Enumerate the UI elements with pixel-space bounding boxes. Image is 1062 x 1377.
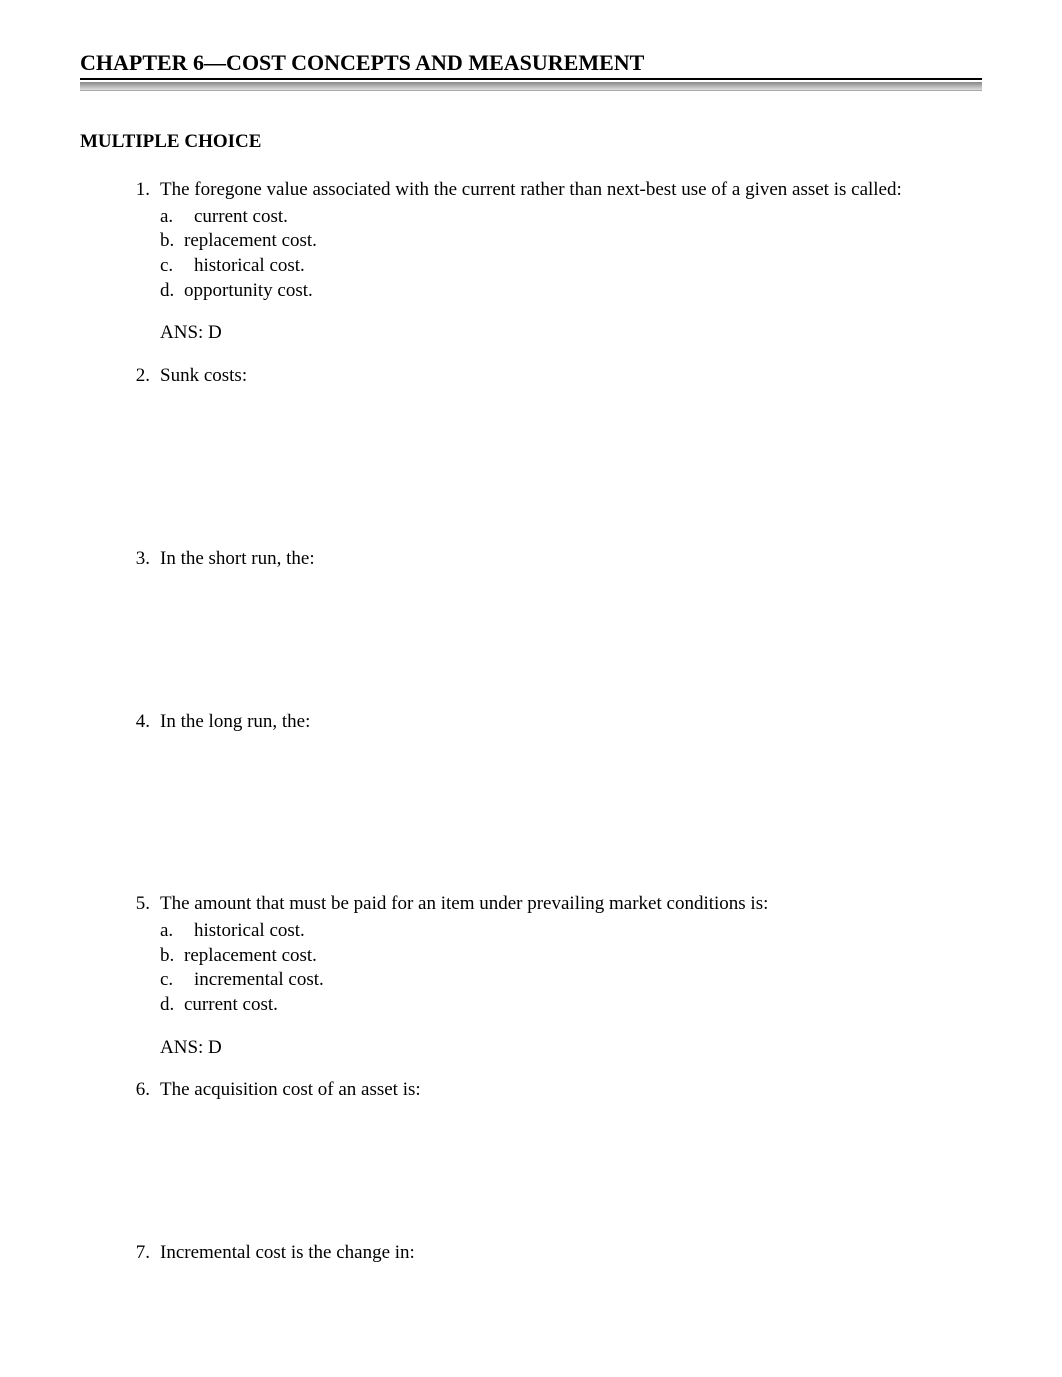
option-row: a. current cost. [160,205,982,230]
option-text: current cost. [184,205,288,230]
question-number: 2. [120,364,160,389]
chapter-title-underline [80,82,982,91]
question-block: 6. The acquisition cost of an asset is: [120,1078,982,1223]
option-row: c. incremental cost. [160,968,982,993]
option-text: historical cost. [184,254,305,279]
option-text: replacement cost. [184,944,317,969]
question-block: 5. The amount that must be paid for an i… [120,892,982,1060]
question-text: The acquisition cost of an asset is: [160,1078,982,1103]
question-text: The foregone value associated with the c… [160,178,982,203]
question-block: 3. In the short run, the: [120,547,982,692]
question-row: 3. In the short run, the: [120,547,982,572]
question-block: 2. Sunk costs: [120,364,982,529]
question-text: Sunk costs: [160,364,982,389]
option-text: historical cost. [184,919,305,944]
option-row: c. historical cost. [160,254,982,279]
options-list: a. historical cost. b. replacement cost.… [120,919,982,1018]
option-letter: b. [160,944,184,969]
questions-container: 1. The foregone value associated with th… [80,178,982,1266]
option-letter: c. [160,254,184,279]
question-text: The amount that must be paid for an item… [160,892,982,917]
answer-line: ANS: D [120,321,982,346]
question-row: 6. The acquisition cost of an asset is: [120,1078,982,1103]
options-list: a. current cost. b. replacement cost. c.… [120,205,982,304]
option-letter: b. [160,229,184,254]
option-letter: d. [160,993,184,1018]
option-row: d. opportunity cost. [160,279,982,304]
question-number: 6. [120,1078,160,1103]
question-number: 3. [120,547,160,572]
question-text: Incremental cost is the change in: [160,1241,982,1266]
question-row: 1. The foregone value associated with th… [120,178,982,203]
question-row: 4. In the long run, the: [120,710,982,735]
blank-spacer [120,389,982,529]
question-text: In the long run, the: [160,710,982,735]
question-block: 7. Incremental cost is the change in: [120,1241,982,1266]
answer-line: ANS: D [120,1036,982,1061]
question-row: 7. Incremental cost is the change in: [120,1241,982,1266]
question-number: 4. [120,710,160,735]
option-letter: a. [160,205,184,230]
option-row: b. replacement cost. [160,229,982,254]
option-text: replacement cost. [184,229,317,254]
question-row: 5. The amount that must be paid for an i… [120,892,982,917]
question-block: 1. The foregone value associated with th… [120,178,982,346]
question-block: 4. In the long run, the: [120,710,982,875]
option-row: a. historical cost. [160,919,982,944]
section-heading: MULTIPLE CHOICE [80,131,982,153]
option-text: opportunity cost. [184,279,313,304]
option-text: incremental cost. [184,968,324,993]
blank-spacer [120,572,982,692]
question-number: 1. [120,178,160,203]
chapter-title: CHAPTER 6—COST CONCEPTS AND MEASUREMENT [80,50,982,80]
option-row: d. current cost. [160,993,982,1018]
question-text: In the short run, the: [160,547,982,572]
option-letter: d. [160,279,184,304]
option-text: current cost. [184,993,278,1018]
blank-spacer [120,734,982,874]
question-number: 7. [120,1241,160,1266]
blank-spacer [120,1103,982,1223]
option-row: b. replacement cost. [160,944,982,969]
option-letter: c. [160,968,184,993]
option-letter: a. [160,919,184,944]
question-number: 5. [120,892,160,917]
question-row: 2. Sunk costs: [120,364,982,389]
